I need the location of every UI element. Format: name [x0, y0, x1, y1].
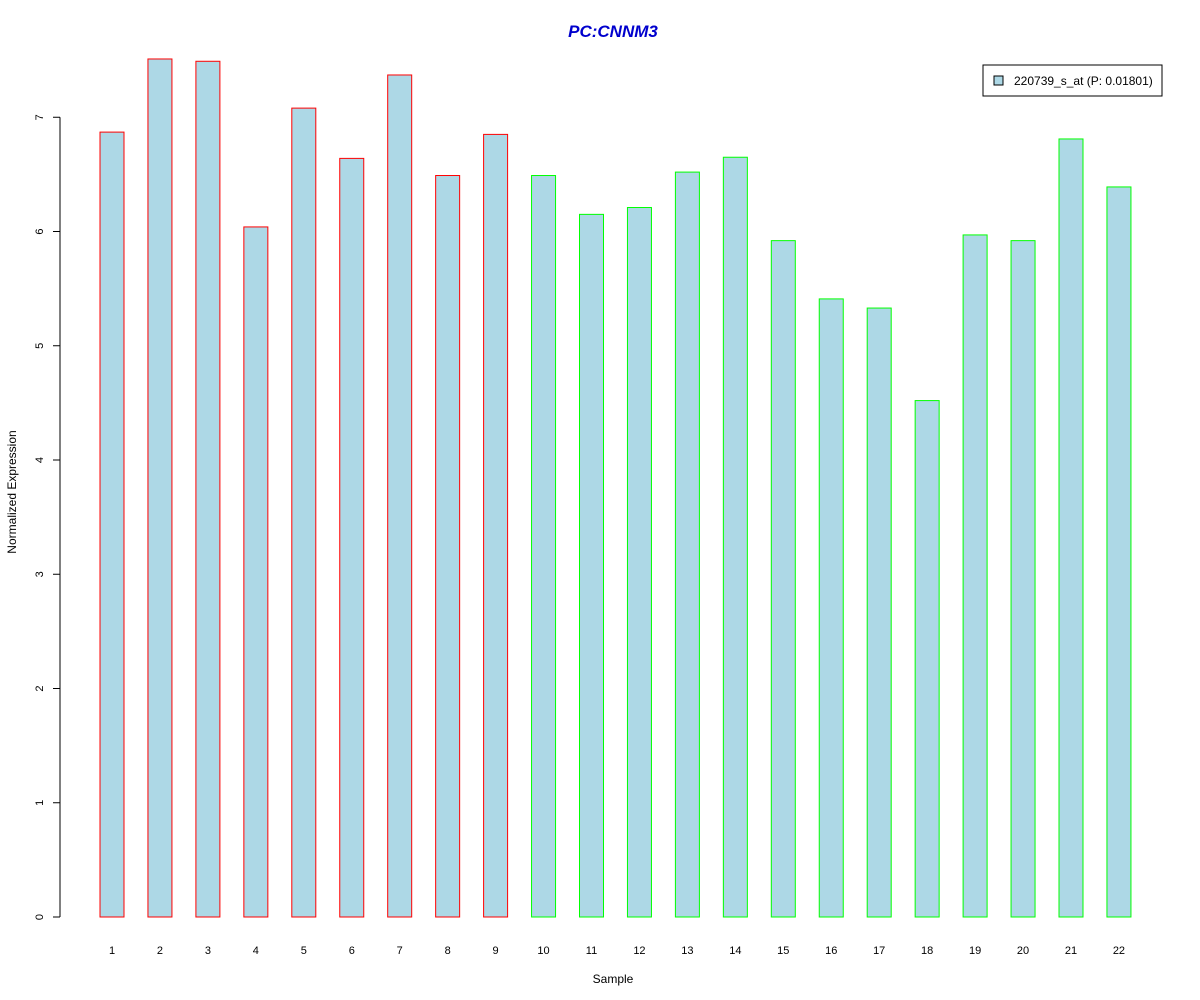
x-tick-label: 11	[586, 945, 597, 957]
y-tick-label: 2	[34, 685, 46, 691]
y-tick-label: 6	[34, 228, 46, 234]
x-tick-label: 12	[633, 945, 645, 957]
x-tick-label: 16	[825, 945, 837, 957]
x-tick-label: 17	[873, 945, 885, 957]
bar-sample-1	[99, 131, 125, 918]
bar-sample-17	[866, 307, 892, 918]
y-tick-label: 1	[34, 800, 46, 806]
bar-sample-14	[722, 156, 748, 918]
bar-sample-10	[531, 175, 557, 918]
y-axis-label: Normalized Expression	[5, 430, 19, 553]
x-tick-label: 9	[493, 945, 499, 957]
bar-sample-9	[483, 133, 509, 918]
y-tick-label: 5	[34, 343, 46, 349]
x-tick-label: 5	[301, 945, 307, 957]
x-tick-labels: 1 2 3 4 5 6 7 8 9 10 11 12 13 14 15 16 17 18 19 20 21 22	[109, 945, 1125, 957]
x-tick-label: 8	[445, 945, 451, 957]
y-tick-label: 7	[34, 114, 46, 120]
bar-sample-3	[195, 60, 221, 918]
x-tick-label: 18	[921, 945, 933, 957]
x-tick-label: 4	[253, 945, 259, 957]
chart-title: PC:CNNM3	[568, 22, 658, 41]
x-tick-label: 7	[397, 945, 403, 957]
bar-sample-18	[914, 400, 940, 918]
x-tick-label: 22	[1113, 945, 1125, 957]
bar-sample-21	[1058, 138, 1084, 918]
bar-sample-16	[818, 298, 844, 918]
x-tick-label: 10	[537, 945, 549, 957]
legend-box	[982, 64, 1163, 97]
bars	[99, 58, 1132, 918]
x-tick-label: 15	[777, 945, 789, 957]
y-tick-label: 4	[34, 457, 46, 463]
legend: 220739_s_at (P: 0.01801)	[982, 64, 1163, 97]
y-axis: 0 1 2 3 4 5 6 7	[34, 114, 61, 920]
bar-sample-4	[243, 226, 269, 918]
bar-sample-5	[291, 107, 317, 918]
x-tick-label: 6	[349, 945, 355, 957]
y-tick-label: 3	[34, 571, 46, 577]
x-tick-label: 3	[205, 945, 211, 957]
x-tick-label: 19	[969, 945, 981, 957]
bar-sample-11	[579, 213, 604, 918]
x-tick-label: 20	[1017, 945, 1029, 957]
y-tick-label: 0	[34, 914, 46, 920]
bar-sample-15	[770, 240, 796, 918]
legend-swatch	[993, 75, 1004, 86]
legend-label: 220739_s_at (P: 0.01801)	[1014, 74, 1153, 88]
bar-sample-19	[962, 234, 988, 918]
bar-sample-12	[626, 207, 652, 918]
bar-sample-7	[387, 74, 413, 918]
bar-sample-6	[339, 157, 365, 918]
bar-sample-22	[1106, 186, 1132, 918]
x-tick-label: 21	[1065, 945, 1077, 957]
bar-sample-20	[1010, 240, 1036, 918]
bar-sample-13	[674, 171, 700, 918]
x-axis-label: Sample	[593, 972, 634, 986]
bar-sample-2	[147, 58, 173, 918]
x-tick-label: 14	[729, 945, 741, 957]
x-tick-label: 1	[109, 945, 115, 957]
x-tick-label: 13	[681, 945, 693, 957]
bar-sample-8	[435, 175, 461, 918]
x-tick-label: 2	[157, 945, 163, 957]
